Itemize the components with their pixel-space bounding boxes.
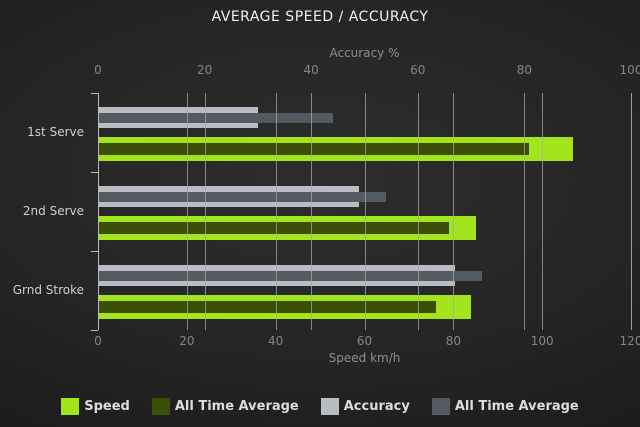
- bottom-tick-label: 60: [356, 334, 373, 348]
- category-label: Grnd Stroke: [12, 282, 84, 297]
- gridline-bottom-60: [365, 93, 366, 330]
- top-tick-label: 100: [619, 63, 640, 77]
- legend-item: All Time Average: [151, 398, 299, 415]
- bar-speed-all-time-average: [98, 301, 436, 313]
- bottom-tick-label: 40: [268, 334, 284, 348]
- category-label: 1st Serve: [27, 124, 84, 139]
- bar-accuracy-all-time-average: [98, 112, 333, 123]
- bar-accuracy-all-time-average: [98, 191, 386, 202]
- legend-label: All Time Average: [454, 399, 579, 414]
- bottom-tick-label: 100: [530, 334, 554, 348]
- top-tick-label: 80: [516, 63, 533, 77]
- legend-item: Speed: [61, 398, 130, 415]
- bar-speed-all-time-average: [98, 143, 529, 155]
- top-tick-label: 20: [196, 63, 213, 77]
- gridline-bottom-120: [631, 93, 632, 330]
- top-tick-label: 0: [94, 63, 102, 77]
- bottom-tick-label: 80: [445, 334, 461, 348]
- legend-item: All Time Average: [431, 398, 579, 415]
- gridline-top-60: [418, 93, 419, 330]
- top-tick-label: 40: [303, 63, 319, 77]
- legend-swatch-4: [431, 398, 450, 415]
- legend-item: Accuracy: [320, 398, 410, 415]
- y-axis-tick: [91, 330, 98, 331]
- gridline-bottom-40: [276, 93, 277, 330]
- legend-swatch-3: [320, 398, 339, 415]
- legend: Speed All Time Average Accuracy All Time Av…: [0, 398, 640, 415]
- category-label: 2nd Serve: [22, 203, 84, 218]
- bottom-tick-label: 0: [94, 334, 102, 348]
- y-axis-tick: [91, 93, 98, 94]
- bottom-axis-title: Speed km/h: [328, 351, 401, 365]
- gridline-bottom-80: [453, 93, 454, 330]
- y-axis-tick: [91, 251, 98, 252]
- chart-title: AVERAGE SPEED / ACCURACY: [211, 9, 429, 25]
- y-axis-tick: [91, 172, 98, 173]
- gridline-top-20: [205, 93, 206, 330]
- bar-speed-all-time-average: [98, 222, 449, 234]
- bottom-tick-label: 20: [179, 334, 195, 348]
- legend-swatch-2: [151, 398, 170, 415]
- legend-swatch-1: [61, 398, 80, 415]
- gridline-bottom-100: [542, 93, 543, 330]
- bottom-tick-label: 120: [619, 334, 640, 348]
- y-axis-line: [98, 93, 99, 330]
- legend-label: All Time Average: [174, 399, 299, 414]
- gridline-top-80: [524, 93, 525, 330]
- bar-accuracy-all-time-average: [98, 270, 482, 281]
- top-tick-label: 60: [410, 63, 426, 77]
- top-axis-title: Accuracy %: [329, 46, 400, 60]
- gridline-top-40: [311, 93, 312, 330]
- gridline-bottom-20: [187, 93, 188, 330]
- legend-label: Speed: [84, 399, 130, 414]
- legend-label: Accuracy: [343, 399, 410, 414]
